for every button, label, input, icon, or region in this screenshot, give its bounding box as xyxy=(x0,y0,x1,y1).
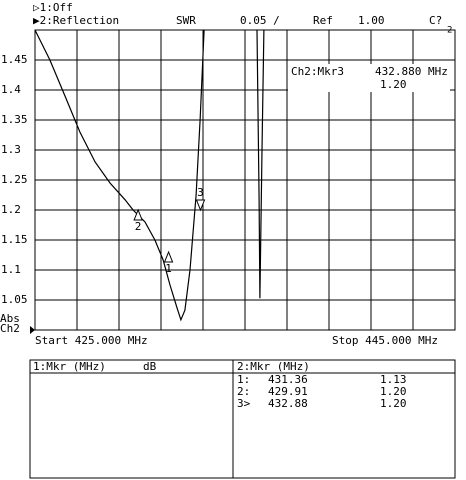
ref-value: 1.00 xyxy=(358,14,385,27)
table-cell: 1.20 xyxy=(380,397,407,410)
table-title: 2:Mkr (MHz) xyxy=(237,360,310,373)
format: SWR xyxy=(176,14,196,27)
y-tick-label: 1.2 xyxy=(1,203,21,216)
table-cell: 432.88 xyxy=(268,397,308,410)
y-tick-label: 1.1 xyxy=(1,263,21,276)
start-frequency: Start 425.000 MHz xyxy=(35,334,148,347)
cal-status: C? xyxy=(429,14,442,27)
table-cell: 1.13 xyxy=(380,373,407,386)
y-tick-label: 1.25 xyxy=(1,173,28,186)
table-cell: 1: xyxy=(237,373,250,386)
scale-channel: Ch2 xyxy=(0,322,20,335)
table-cell: 2: xyxy=(237,385,250,398)
marker-panel xyxy=(29,359,456,479)
y-tick-label: 1.45 xyxy=(1,53,28,66)
scale: 0.05 / xyxy=(240,14,280,27)
marker xyxy=(163,250,174,263)
scale-type: Abs xyxy=(0,312,20,325)
y-tick-label: 1.3 xyxy=(1,143,21,156)
table-cell: 1.20 xyxy=(380,385,407,398)
channel-2-status: ▶2:Reflection xyxy=(33,14,119,27)
marker-label: 3 xyxy=(197,186,204,199)
marker-label: 2 xyxy=(135,220,142,233)
annotation-title: Ch2:Mkr3 xyxy=(291,65,344,78)
table-cell: 429.91 xyxy=(268,385,308,398)
table-cell: 431.36 xyxy=(268,373,308,386)
annotation-background xyxy=(288,64,450,92)
annotation-value: 1.20 xyxy=(380,78,407,91)
table-title: 1:Mkr (MHz) xyxy=(33,360,106,373)
marker-label: 1 xyxy=(165,262,172,275)
y-tick-label: 1.15 xyxy=(1,233,28,246)
y-tick-label: 1.35 xyxy=(1,113,28,126)
table-cell: 3> xyxy=(237,397,251,410)
trace xyxy=(34,29,265,322)
y-tick-label: 1.05 xyxy=(1,293,28,306)
channel-1-status: ▷1:Off xyxy=(33,1,73,14)
annotation-frequency: 432.880 MHz xyxy=(375,65,448,78)
y-tick-label: 1.4 xyxy=(1,83,21,96)
stop-frequency: Stop 445.000 MHz xyxy=(332,334,438,347)
ref-label: Ref xyxy=(313,14,333,27)
marker xyxy=(133,208,143,221)
ref-pointer xyxy=(30,326,35,334)
marker xyxy=(195,199,206,212)
table-unit: dB xyxy=(143,360,157,373)
